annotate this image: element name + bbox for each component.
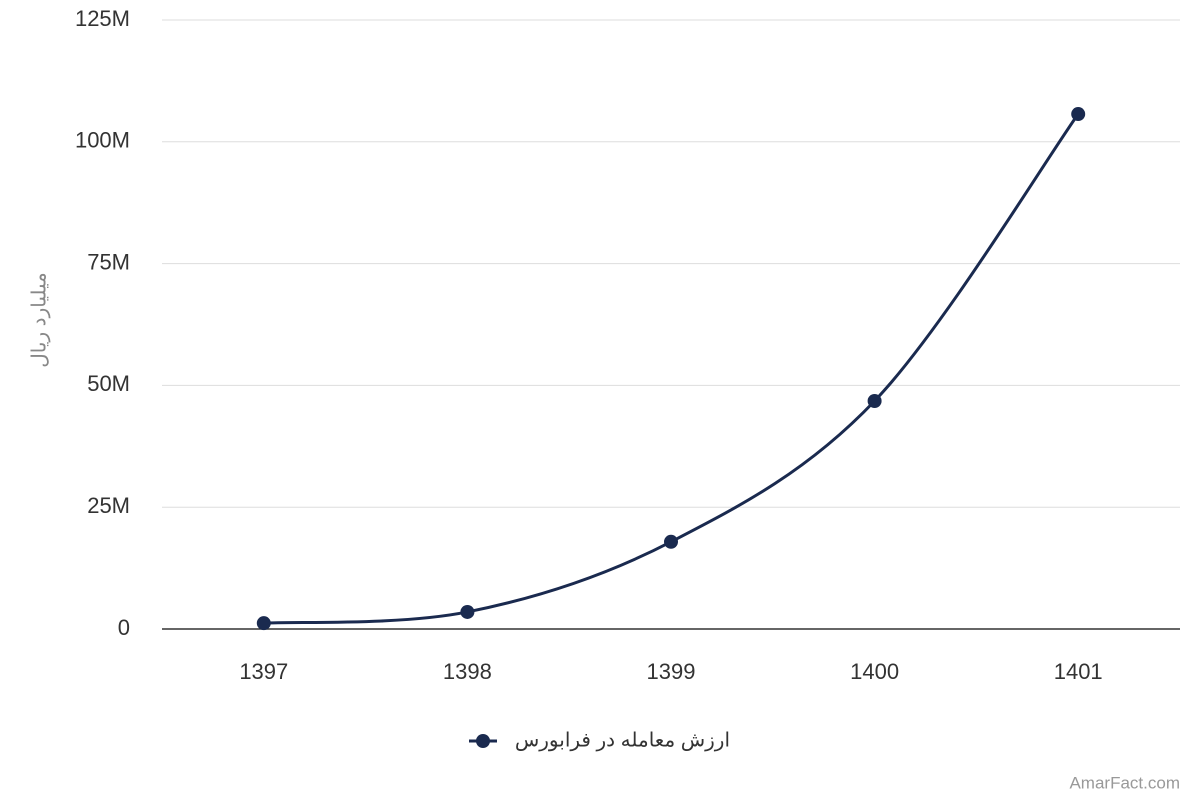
x-tick-label: 1397 [239,659,288,684]
y-tick-label: 0 [118,615,130,640]
point [664,534,678,549]
point [1071,107,1086,122]
y-axis-label: میلیارد ریال [28,272,50,367]
point [460,604,475,619]
x-tick-label: 1400 [850,659,899,684]
y-tick-label: 50M [87,371,130,396]
x-tick-label: 1401 [1054,659,1103,684]
point [256,616,271,631]
y-tick-label: 75M [87,249,130,274]
x-tick-label: 1399 [647,659,696,684]
y-tick-label: 25M [87,493,130,518]
y-tick-label: 100M [75,128,130,153]
point [867,393,882,408]
x-tick-label: 1398 [443,659,492,684]
credit: AmarFact.com [1069,773,1180,792]
legend-marker [476,734,490,748]
series-line [263,113,1080,625]
y-tick-label: 125M [75,6,130,31]
legend-label: ارزش معامله در فرابورس [515,729,730,751]
